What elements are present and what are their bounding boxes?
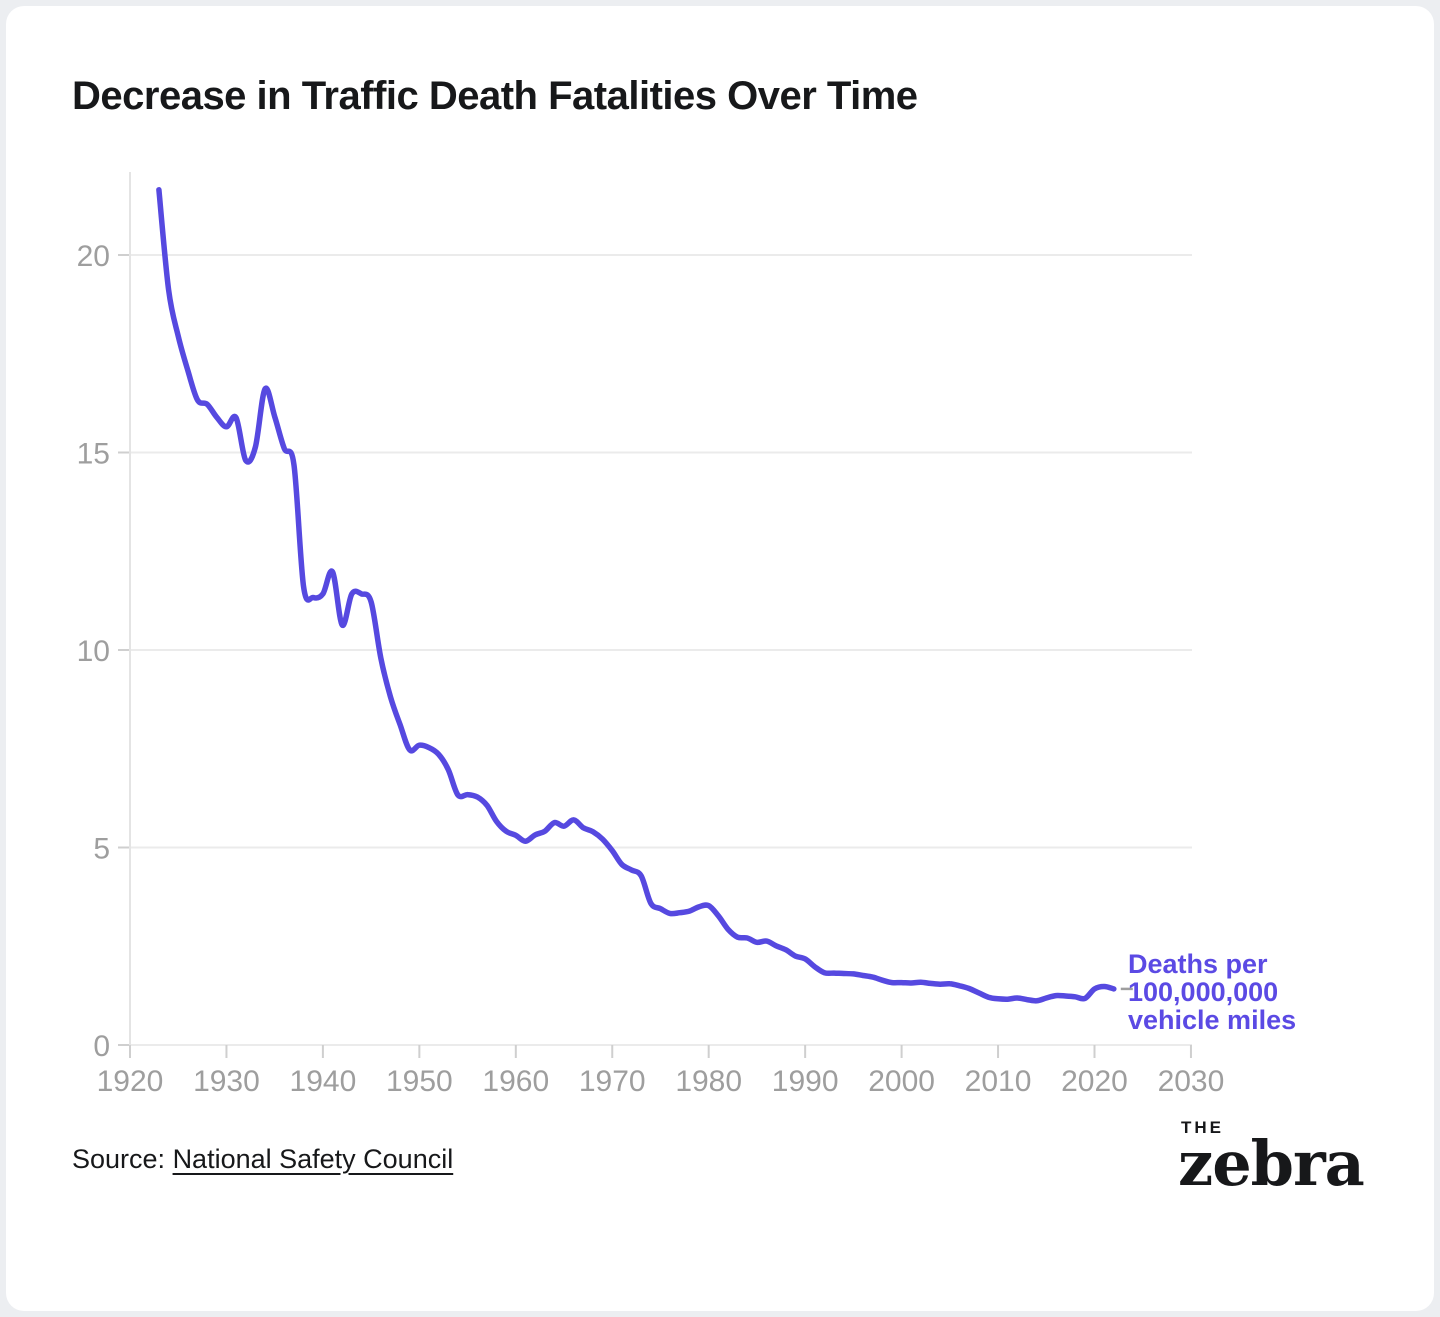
y-tick-label-20: 20 (77, 240, 110, 273)
source-link[interactable]: National Safety Council (172, 1144, 454, 1174)
x-tick-label-1950: 1950 (386, 1065, 453, 1098)
zebra-logo: THE zebra (1178, 1118, 1365, 1200)
source-prefix: Source: (72, 1144, 173, 1174)
zebra-logo-the: THE (1181, 1118, 1224, 1137)
x-tick-label-2010: 2010 (965, 1065, 1032, 1098)
y-tick-label-15: 15 (77, 438, 110, 471)
chart-card: Decrease in Traffic Death Fatalities Ove… (6, 6, 1434, 1311)
x-tick-label-1940: 1940 (290, 1065, 357, 1098)
x-tick-label-1960: 1960 (482, 1065, 549, 1098)
series-annotation: Deaths per 100,000,000 vehicle miles (1128, 949, 1297, 1035)
x-tick-label-1930: 1930 (193, 1065, 260, 1098)
zebra-logo-wordmark: zebra (1178, 1127, 1365, 1200)
x-tick-label-1990: 1990 (772, 1065, 839, 1098)
x-tick-label-1970: 1970 (579, 1065, 646, 1098)
x-tick-label-2020: 2020 (1061, 1065, 1128, 1098)
source-line: Source: National Safety Council (72, 1144, 453, 1175)
x-tick-label-1920: 1920 (97, 1065, 164, 1098)
x-tick-label-2000: 2000 (868, 1065, 935, 1098)
y-tick-label-10: 10 (77, 635, 110, 668)
chart-svg: 0 5 10 15 20 1920 1930 1940 1950 1960 1970 1980 1990… (77, 172, 1225, 1098)
series-line (156, 187, 1117, 1004)
chart-title: Decrease in Traffic Death Fatalities Ove… (72, 74, 918, 118)
x-tick-label-1980: 1980 (675, 1065, 742, 1098)
y-tick-label-5: 5 (93, 833, 110, 866)
x-tick-label-2030: 2030 (1158, 1065, 1225, 1098)
y-tick-label-0: 0 (93, 1030, 110, 1063)
